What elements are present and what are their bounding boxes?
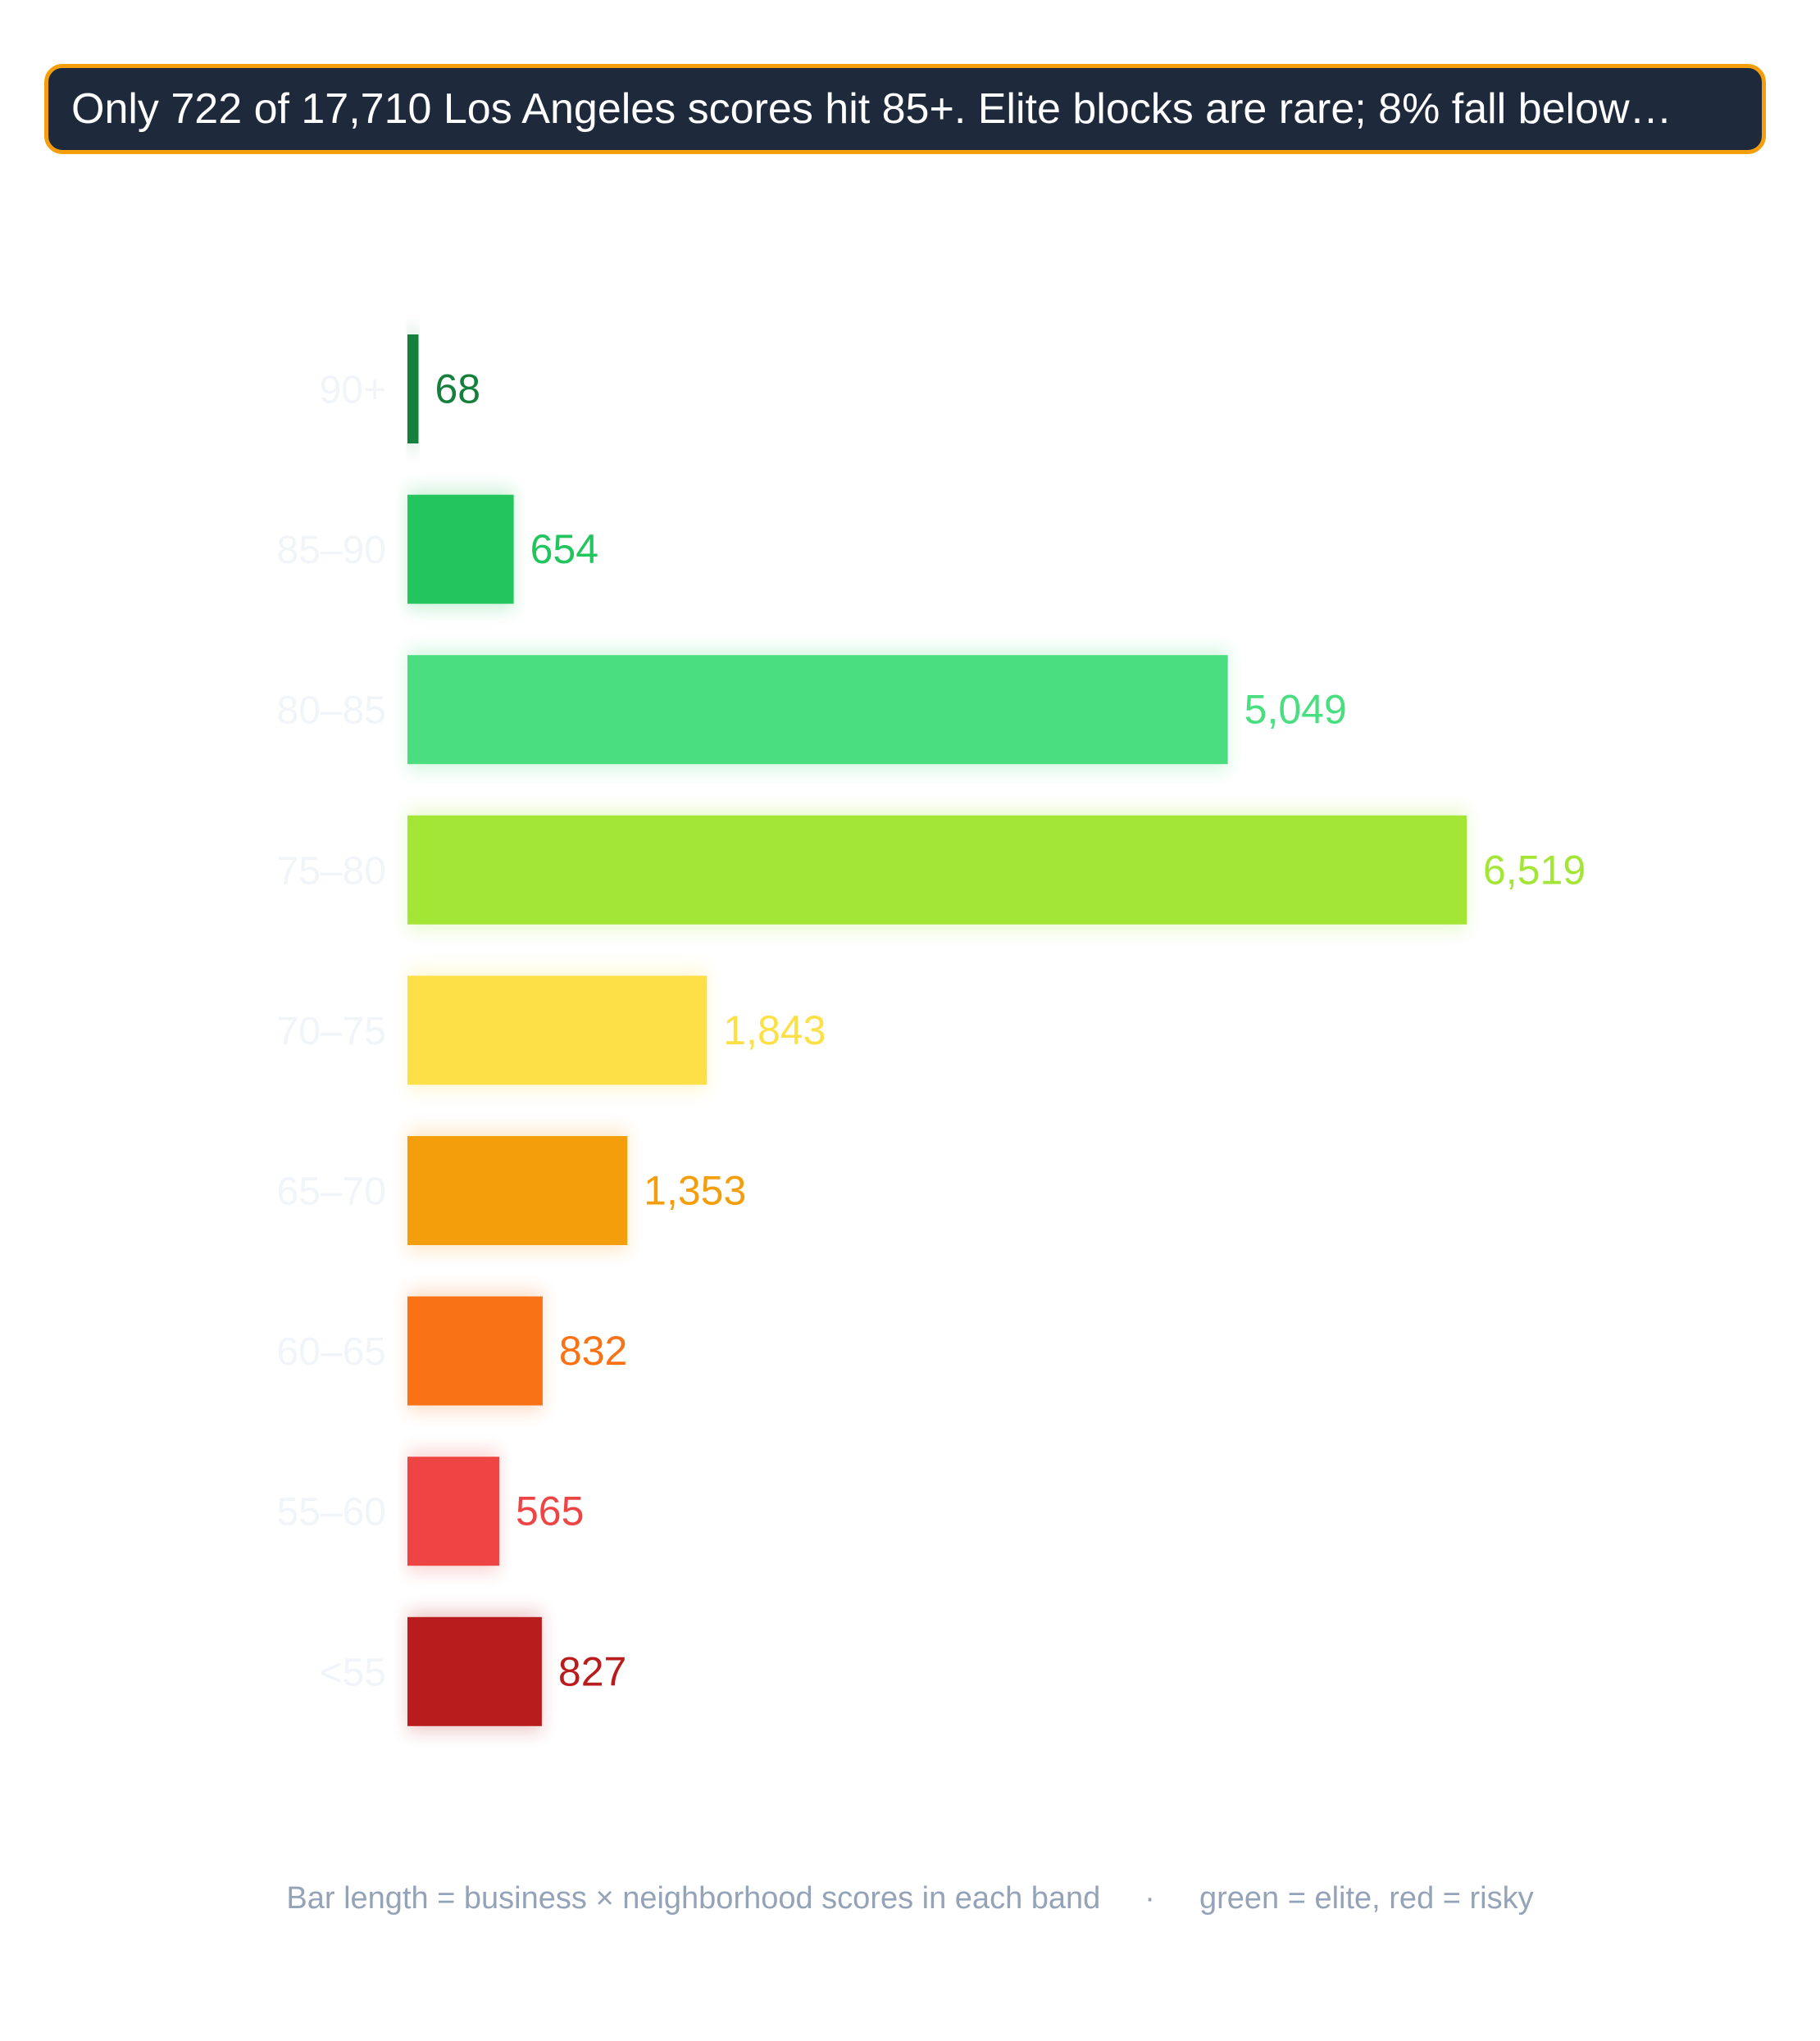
- category-label: 70–75: [277, 1010, 386, 1053]
- bar: [407, 1296, 543, 1406]
- category-label: 55–60: [277, 1491, 386, 1534]
- bar: [407, 334, 419, 443]
- value-label: 654: [530, 526, 598, 572]
- value-label: 827: [558, 1648, 626, 1694]
- chart-footer: Bar length = business × neighborhood sco…: [0, 1881, 1820, 1916]
- bar: [407, 494, 514, 604]
- score-band-bar-chart: 90+ 68 85–90 654 80–85 5,049 75–80 6,519 70–75 1,…: [277, 328, 1586, 1733]
- bar: [407, 1616, 542, 1726]
- category-label: 85–90: [277, 529, 386, 572]
- category-label: 90+: [320, 369, 386, 412]
- category-label: 60–65: [277, 1330, 386, 1374]
- value-label: 5,049: [1244, 687, 1347, 733]
- bar: [407, 1136, 628, 1245]
- category-label: 80–85: [277, 689, 386, 733]
- value-label: 565: [516, 1489, 584, 1534]
- footer-caption-right: green = elite, red = risky: [1199, 1881, 1534, 1916]
- value-label: 832: [559, 1328, 627, 1374]
- value-label: 1,353: [644, 1168, 746, 1214]
- category-label: 65–70: [277, 1171, 386, 1214]
- bar: [407, 655, 1228, 765]
- headline-text: Only 722 of 17,710 Los Angeles scores hi…: [71, 85, 1672, 133]
- bar: [407, 815, 1467, 925]
- footer-separator: ·: [1144, 1881, 1155, 1916]
- headline-banner: Only 722 of 17,710 Los Angeles scores hi…: [44, 64, 1766, 154]
- value-label: 68: [435, 366, 480, 412]
- bars-layer: 90+ 68 85–90 654 80–85 5,049 75–80 6,519 70–75 1,…: [277, 328, 1586, 1733]
- value-label: 1,843: [723, 1007, 826, 1053]
- value-label: 6,519: [1483, 847, 1586, 893]
- bar: [407, 1457, 499, 1566]
- bar: [407, 975, 708, 1085]
- footer-caption-left: Bar length = business × neighborhood sco…: [286, 1881, 1101, 1916]
- category-label: 75–80: [277, 849, 386, 893]
- category-label: <55: [320, 1651, 386, 1694]
